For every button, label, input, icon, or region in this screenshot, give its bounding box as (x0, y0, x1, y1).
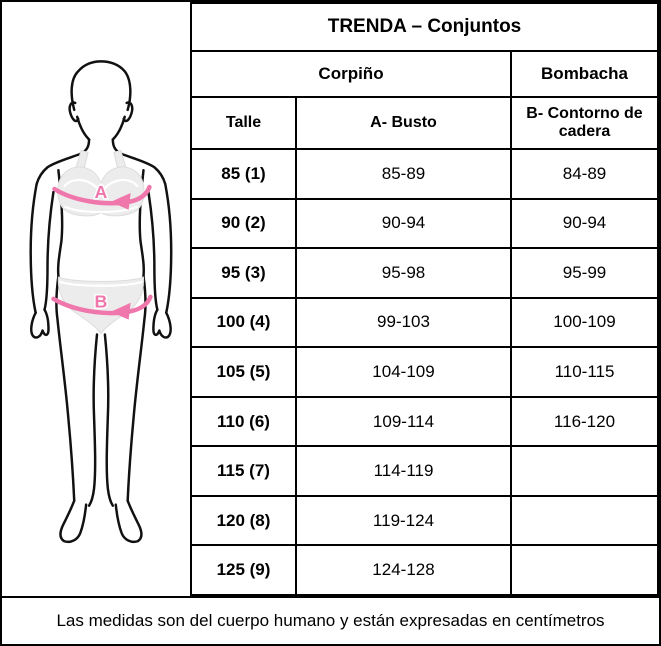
cadera-cell: 84-89 (510, 148, 659, 200)
busto-cell: 109-114 (295, 395, 512, 448)
busto-cell: 124-128 (295, 544, 512, 596)
cadera-cell: 110-115 (510, 346, 659, 398)
talle-cell: 125 (9) (190, 544, 297, 596)
cadera-cell: 90-94 (510, 197, 659, 250)
panties-garment (57, 276, 145, 335)
column-header-busto: A- Busto (295, 96, 512, 150)
talle-cell: 115 (7) (190, 445, 297, 497)
table-row: 110 (6) 109-114 116-120 (190, 395, 659, 448)
group-header-bombacha: Bombacha (510, 50, 659, 98)
cadera-cell (510, 445, 659, 497)
size-table: TRENDA – Conjuntos Corpiño Bombacha Tall… (190, 2, 659, 596)
table-row: 85 (1) 85-89 84-89 (190, 148, 659, 200)
busto-cell: 85-89 (295, 148, 512, 200)
hip-label: B (95, 292, 108, 312)
busto-cell: 95-98 (295, 247, 512, 299)
cadera-cell: 116-120 (510, 395, 659, 448)
footnote: Las medidas son del cuerpo humano y está… (2, 596, 659, 644)
column-header-talle: Talle (190, 96, 297, 150)
column-header-row: Talle A- Busto B- Contorno de cadera (190, 96, 659, 150)
talle-cell: 100 (4) (190, 296, 297, 349)
busto-cell: 104-109 (295, 346, 512, 398)
group-header-corpino: Corpiño (190, 50, 512, 98)
body-measurement-figure: A B (2, 2, 190, 596)
cadera-cell: 95-99 (510, 247, 659, 299)
talle-cell: 120 (8) (190, 494, 297, 547)
talle-cell: 95 (3) (190, 247, 297, 299)
table-title-row: TRENDA – Conjuntos (190, 2, 659, 52)
size-table-panel: TRENDA – Conjuntos Corpiño Bombacha Tall… (190, 2, 659, 596)
talle-cell: 110 (6) (190, 395, 297, 448)
main-area: A B TRENDA – Conjuntos (2, 2, 659, 596)
bust-label: A (95, 182, 108, 202)
cadera-cell (510, 494, 659, 547)
cadera-cell (510, 544, 659, 596)
busto-cell: 90-94 (295, 197, 512, 250)
table-title: TRENDA – Conjuntos (190, 2, 659, 52)
group-header-row: Corpiño Bombacha (190, 50, 659, 98)
bust-arrow: A (52, 180, 152, 210)
talle-cell: 85 (1) (190, 148, 297, 200)
female-figure-diagram: A B (29, 60, 173, 544)
hip-arrow: B (51, 290, 153, 320)
talle-cell: 90 (2) (190, 197, 297, 250)
column-header-cadera: B- Contorno de cadera (510, 96, 659, 150)
table-row: 105 (5) 104-109 110-115 (190, 346, 659, 398)
cadera-cell: 100-109 (510, 296, 659, 349)
busto-cell: 99-103 (295, 296, 512, 349)
talle-cell: 105 (5) (190, 346, 297, 398)
figure-outline (29, 60, 173, 544)
busto-cell: 119-124 (295, 494, 512, 547)
table-row: 95 (3) 95-98 95-99 (190, 247, 659, 299)
table-row: 100 (4) 99-103 100-109 (190, 296, 659, 349)
table-row: 125 (9) 124-128 (190, 544, 659, 596)
table-row: 90 (2) 90-94 90-94 (190, 197, 659, 250)
table-row: 115 (7) 114-119 (190, 445, 659, 497)
table-row: 120 (8) 119-124 (190, 494, 659, 547)
busto-cell: 114-119 (295, 445, 512, 497)
